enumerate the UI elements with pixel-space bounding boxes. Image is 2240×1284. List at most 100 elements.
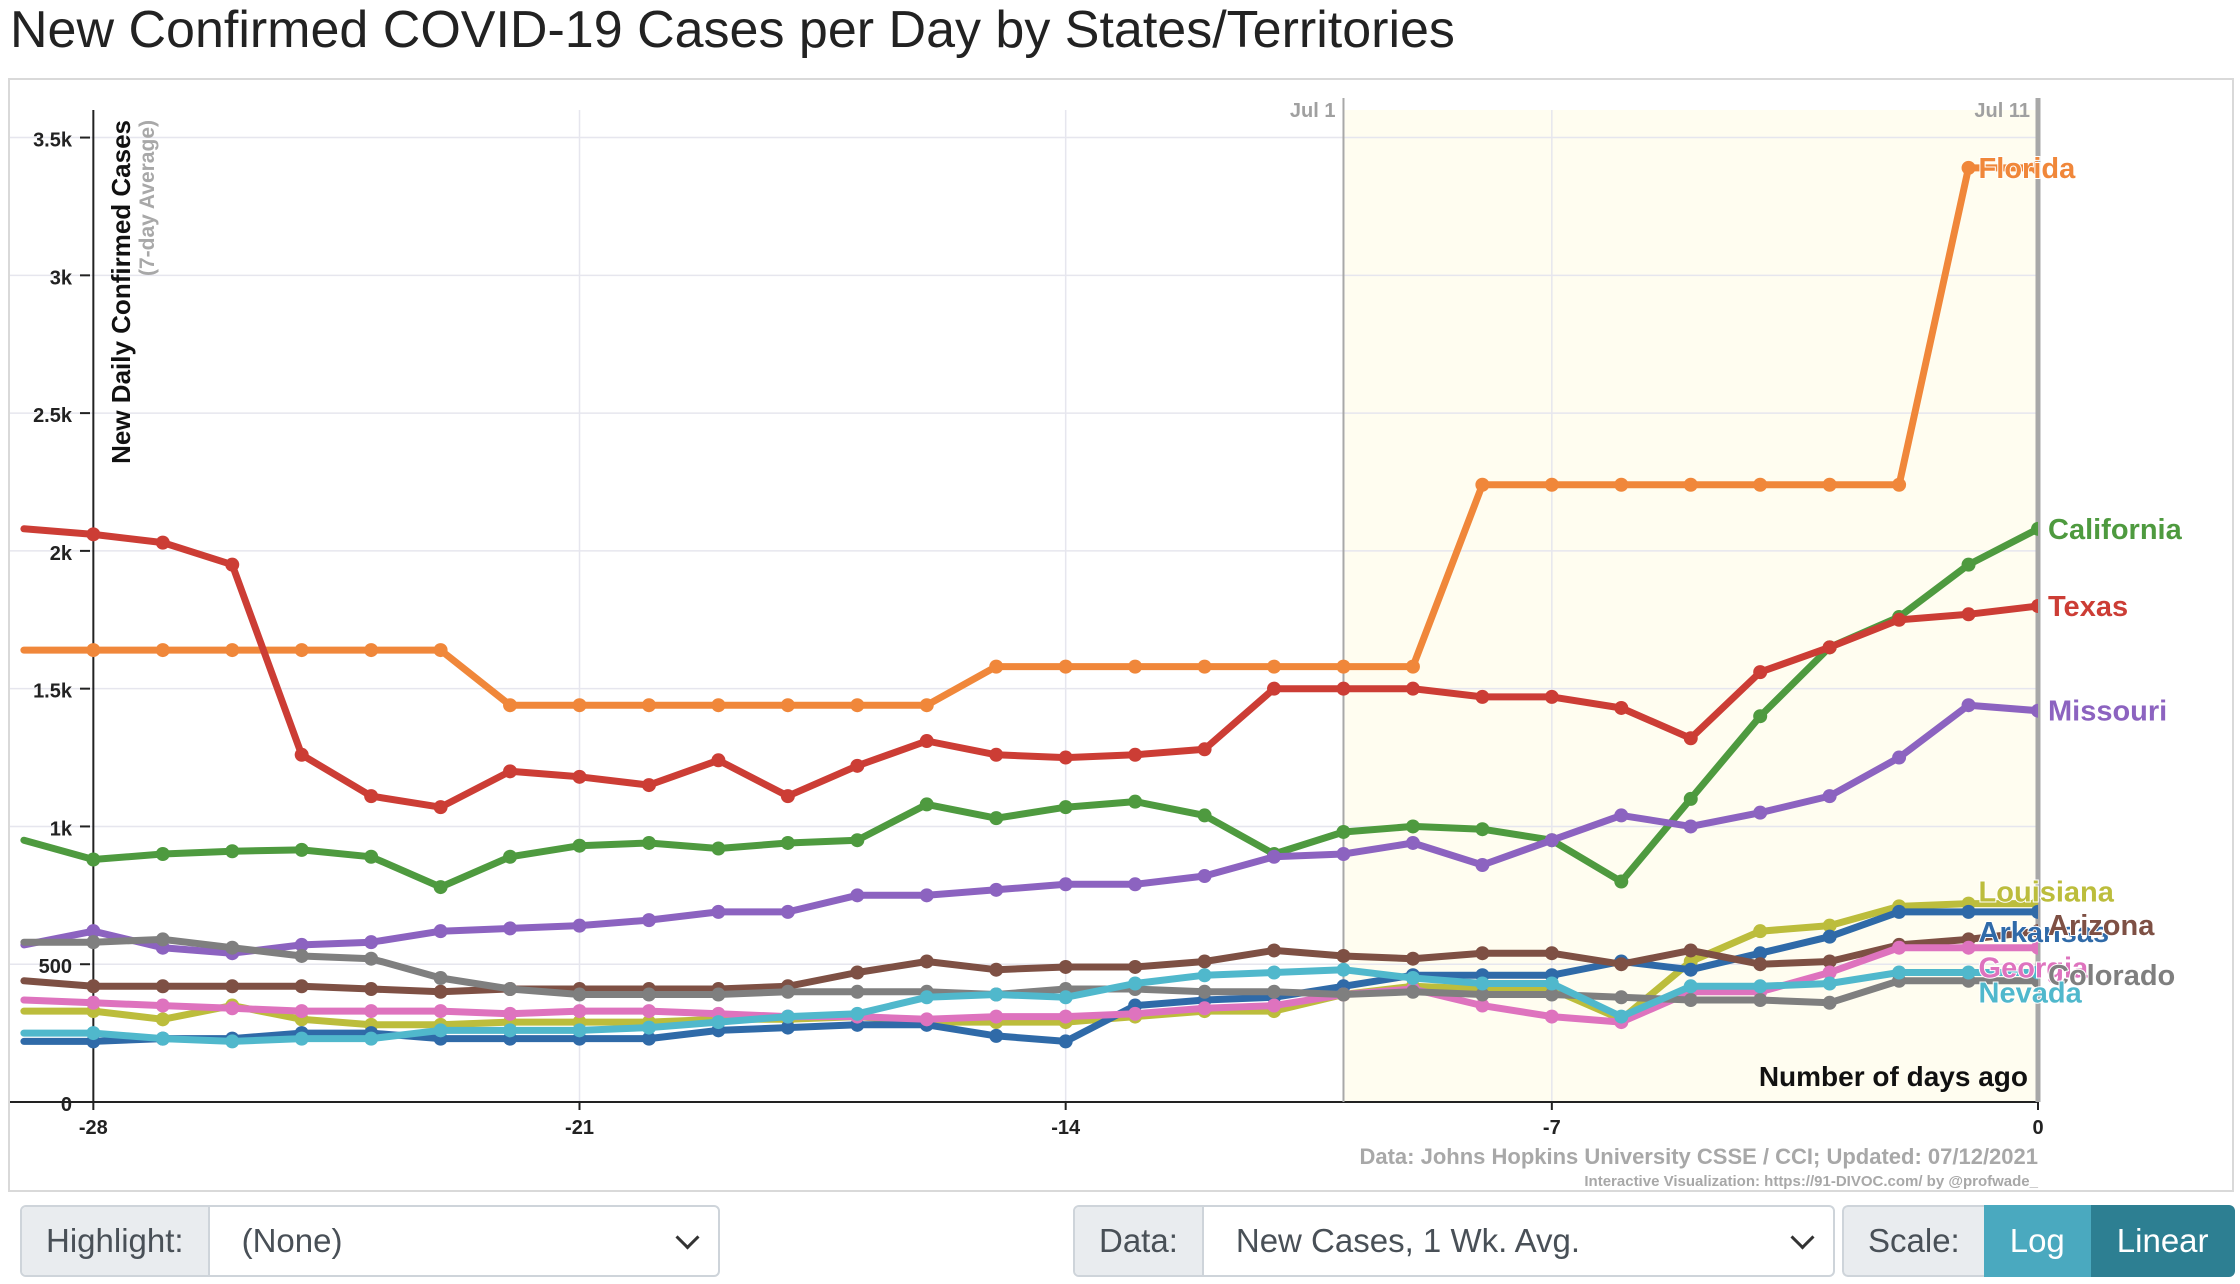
data-point [641,1004,656,1019]
data-point [1961,557,1976,572]
data-point [86,643,101,658]
data-point [1267,984,1282,999]
data-point [1475,822,1490,837]
data-point [364,789,379,804]
data-point [86,1026,101,1041]
data-point [1267,998,1282,1013]
data-point [1753,709,1768,724]
data-point [1822,789,1837,804]
chevron-down-icon [1790,1224,1815,1250]
data-point [572,838,587,853]
x-tick-label: -28 [79,1117,108,1139]
series-label: Colorado [2048,960,2175,992]
data-point [1544,477,1559,492]
series-nevada [20,962,2038,1049]
data-point [989,882,1004,897]
data-point [641,835,656,850]
data-point [1336,948,1351,963]
data-select[interactable]: New Cases, 1 Wk. Avg. [1204,1207,1833,1275]
data-point [503,921,518,936]
data-point [364,849,379,864]
data-point [919,698,934,713]
data-point [572,1004,587,1019]
data-point [294,643,309,658]
data-point [1614,700,1629,715]
data-point [1197,954,1212,969]
data-point [225,979,240,994]
y-axis-subtitle: (7-day Average) [136,120,159,276]
data-point [1267,965,1282,980]
data-point [225,940,240,955]
data-point [1197,968,1212,983]
data-point [225,557,240,572]
data-point [364,982,379,997]
y-tick-label: 2.5k [33,405,73,427]
data-point [1614,1009,1629,1024]
data-point [1822,965,1837,980]
data-point [1822,477,1837,492]
data-point [641,1031,656,1046]
data-point [1058,959,1073,974]
scale-log-button[interactable]: Log [1983,1205,2091,1277]
data-point [850,698,865,713]
data-point [1405,681,1420,696]
data-point [1475,858,1490,873]
data-point [294,842,309,857]
data-point [86,979,101,994]
highlight-select[interactable]: (None) [210,1207,718,1275]
data-point [1128,747,1143,762]
data-point [225,643,240,658]
data-point [850,965,865,980]
data-point [364,1004,379,1019]
data-point [294,937,309,952]
data-point [86,852,101,867]
data-point [1753,665,1768,680]
data-point [1822,918,1837,933]
data-point [1544,976,1559,991]
data-point [1614,874,1629,889]
data-point [1128,794,1143,809]
data-point [294,948,309,963]
data-point [1475,946,1490,961]
data-point [2031,599,2038,613]
data-point [2031,965,2038,980]
page-title: New Confirmed COVID-19 Cases per Day by … [10,1,1455,59]
data-point [1892,940,1907,955]
data-point [1892,750,1907,765]
data-point [850,984,865,999]
data-label: Data: [1075,1207,1204,1275]
data-point [1961,940,1976,955]
data-point [1058,659,1073,674]
data-point [1197,984,1212,999]
data-point [1961,160,1976,175]
data-point [780,984,795,999]
scale-linear-button[interactable]: Linear [2090,1205,2235,1277]
data-point [433,971,448,985]
series-line [20,164,2038,709]
x-tick-label: -7 [1543,1117,1561,1139]
series-line [20,935,2038,1007]
data-point [989,659,1004,674]
control-bar: Highlight: (None) Data: New Cases, 1 Wk.… [0,1192,2240,1284]
data-point [1267,849,1282,864]
source-text: Data: Johns Hopkins University CSSE / CC… [1359,1144,2038,1169]
data-point [294,1004,309,1019]
data-point [2031,924,2038,939]
data-point [1753,979,1768,994]
data-point [711,904,726,919]
data-point [1892,477,1907,492]
data-point [1683,819,1698,834]
data-point [364,935,379,950]
data-point [155,932,170,947]
data-point [1128,976,1143,991]
data-point [155,1031,170,1046]
data-point [1405,659,1420,674]
data-control: Data: New Cases, 1 Wk. Avg. [1073,1205,1835,1277]
y-tick-label: 1k [50,818,73,840]
data-point [1753,957,1768,972]
series-line [20,966,2038,1045]
data-point [1614,990,1629,1005]
series-label: Texas [2048,591,2128,623]
line-chart: 0 500 1k 1.5k 2k 2.5k 3k 3.5k -28 -21 -14 -7 0 Jul 1 J… [10,98,2184,1190]
data-point [294,979,309,994]
